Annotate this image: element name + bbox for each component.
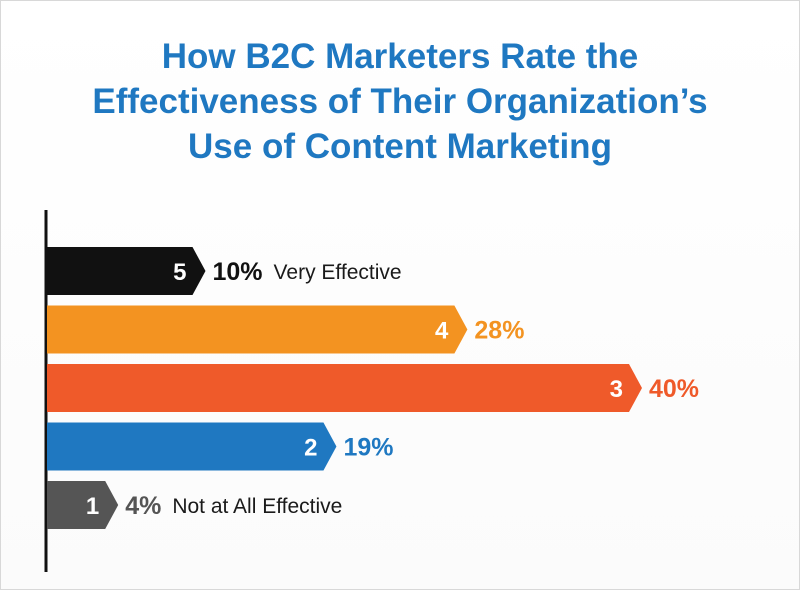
bar-percent-label: 4% (125, 492, 161, 520)
bar-rating-3 (47, 364, 642, 412)
bar-percent-label: 19% (343, 434, 393, 462)
bar-rating-label: 2 (304, 435, 317, 462)
bar-description-label: Not at All Effective (172, 495, 342, 518)
bars-layer: 5 10% Very Effective 4 28% 3 40% 2 19% 1 4% Not at … (47, 247, 699, 529)
bar-rating-label: 3 (610, 376, 623, 403)
chart-title: How B2C Marketers Rate the Effectiveness… (0, 34, 800, 169)
bar-rating-1 (47, 481, 119, 529)
chart-title-line-1: How B2C Marketers Rate the (161, 37, 639, 76)
bar-rating-label: 1 (86, 493, 99, 520)
bar-rating-label: 4 (435, 318, 449, 345)
chart-title-line-2: Effectiveness of Their Organization’s (92, 82, 708, 121)
bar-rating-label: 5 (173, 259, 186, 286)
bar-rating-4 (47, 305, 468, 354)
bar-rating-2 (47, 422, 337, 471)
chart-title-line-3: Use of Content Marketing (188, 127, 612, 166)
bar-percent-label: 28% (474, 317, 524, 345)
bar-rating-5 (47, 247, 206, 295)
bar-percent-label: 10% (213, 258, 263, 286)
bar-description-label: Very Effective (274, 261, 402, 284)
bar-percent-label: 40% (649, 375, 699, 403)
